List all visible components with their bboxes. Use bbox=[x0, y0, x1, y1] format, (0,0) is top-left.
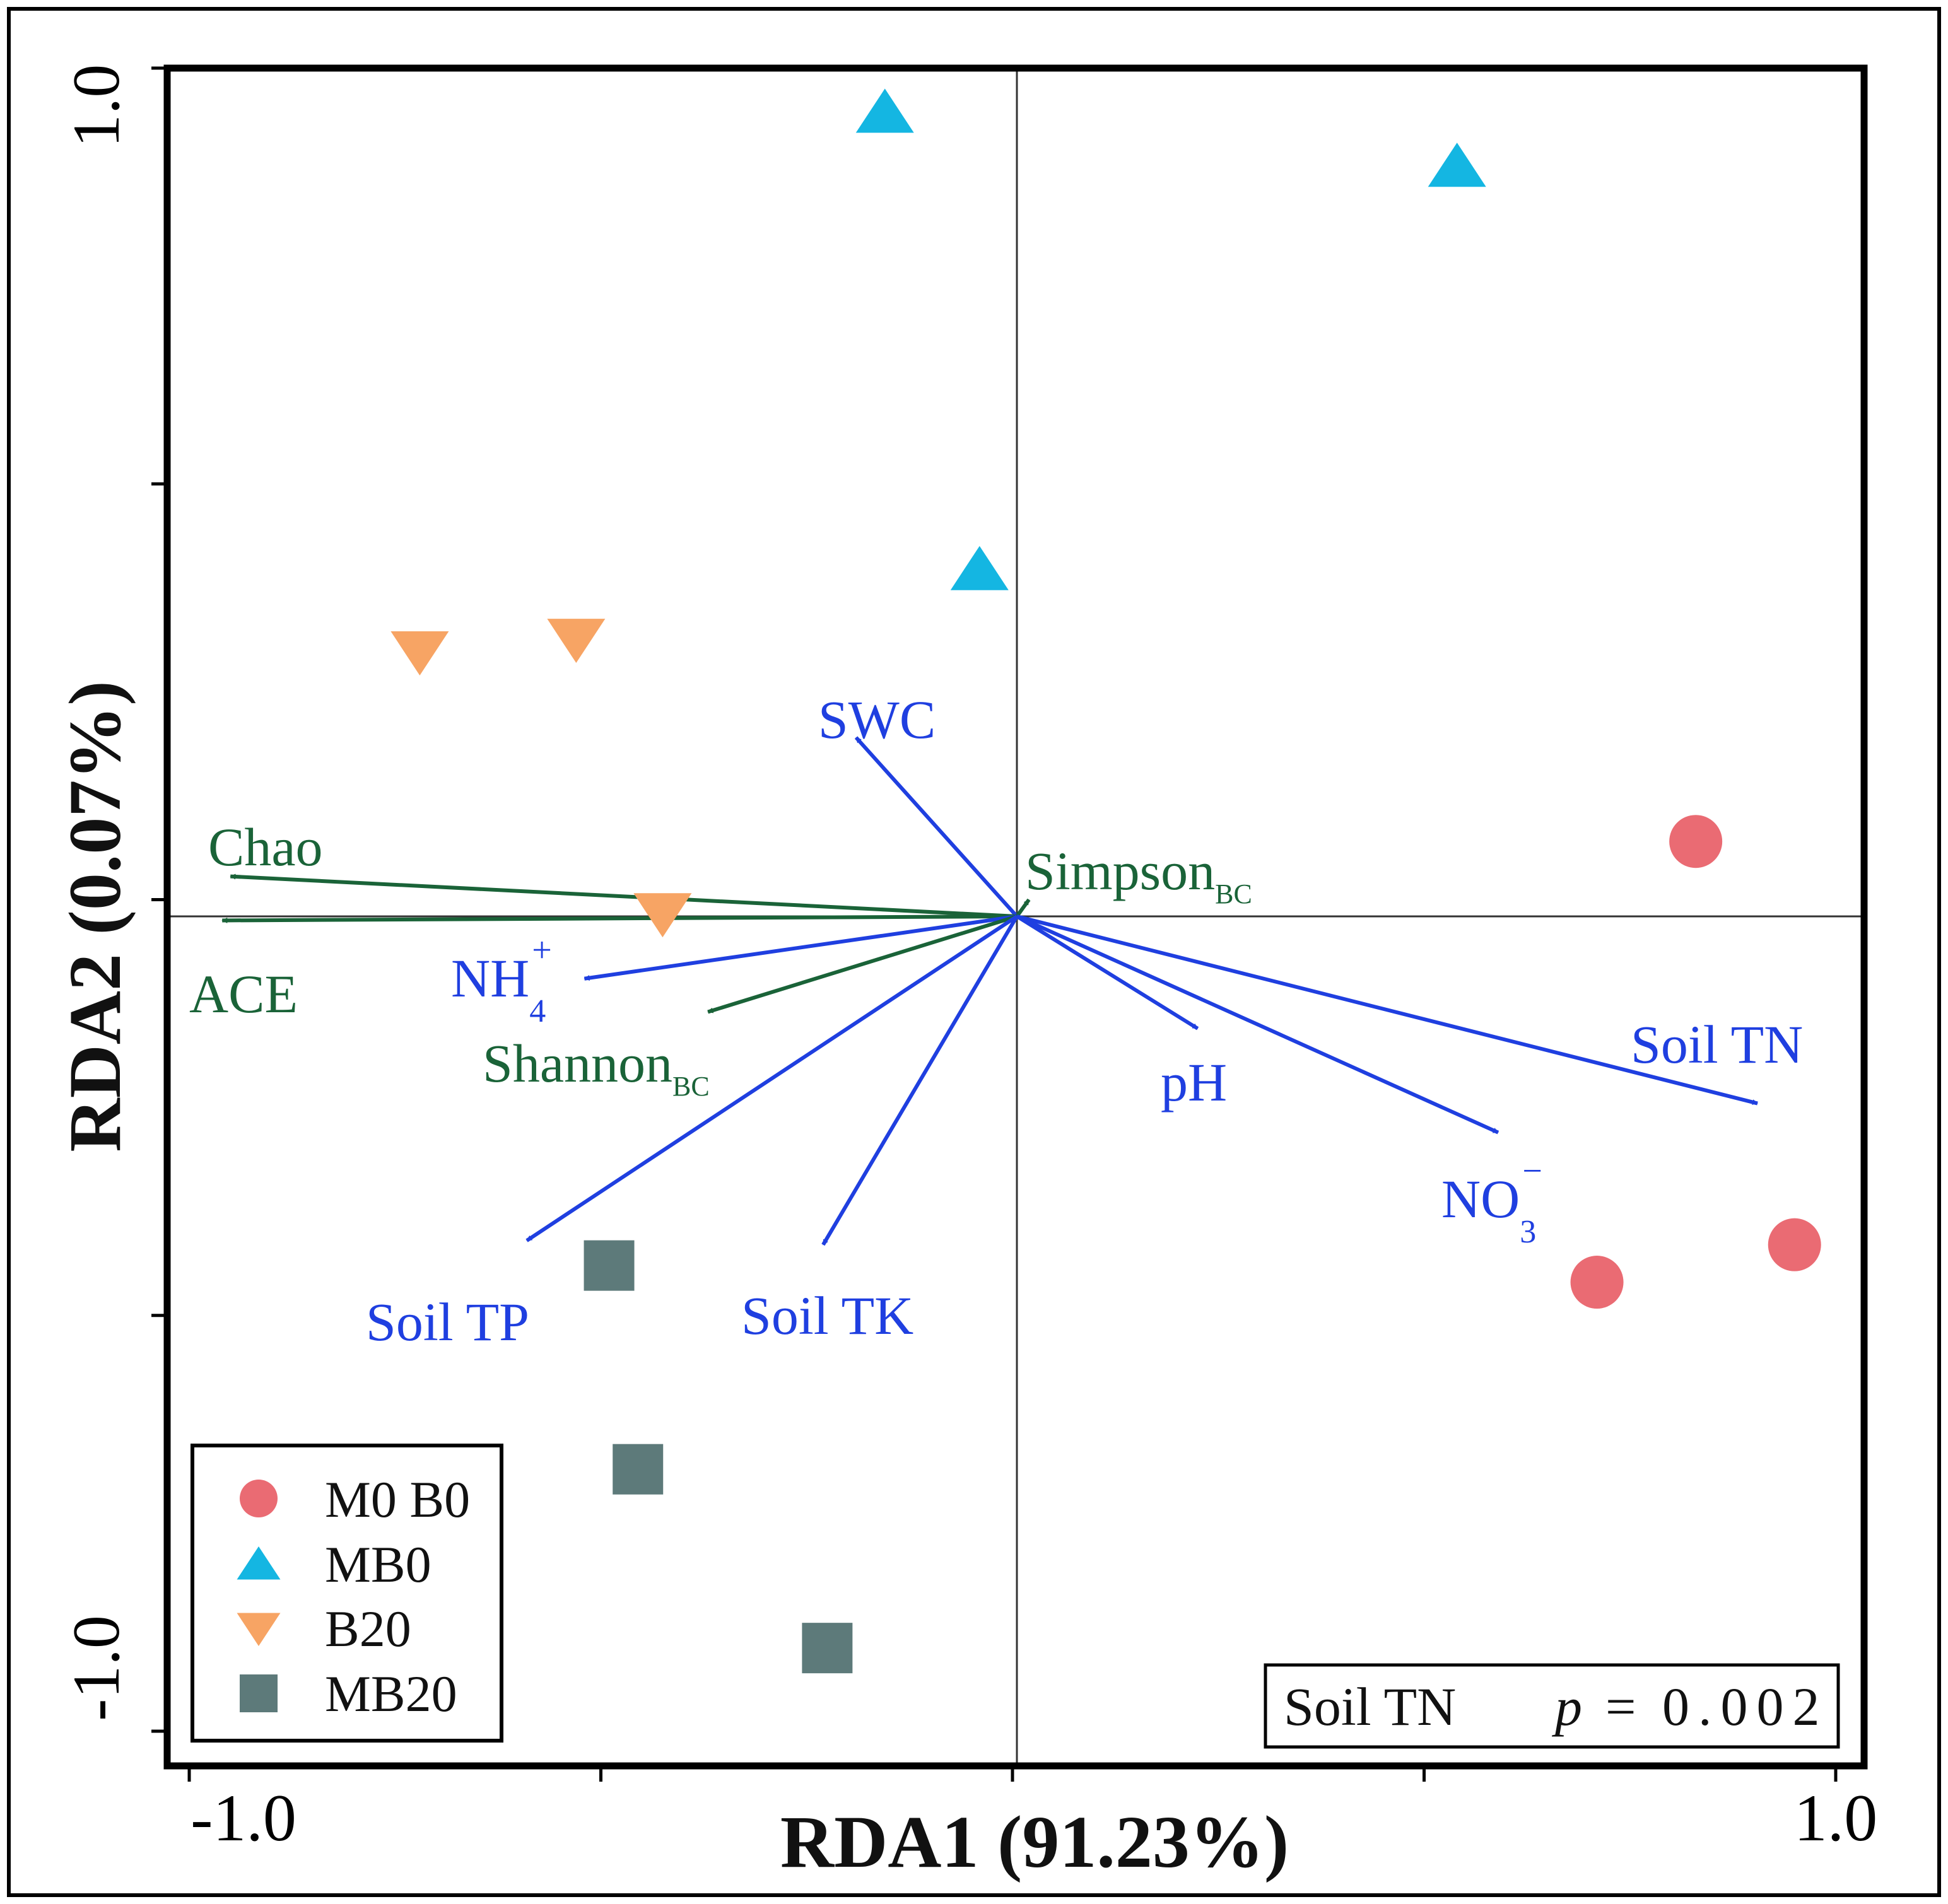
point-m0-b0-1 bbox=[1669, 815, 1723, 868]
vector-label-simpsonbc: SimpsonBC bbox=[1025, 841, 1252, 909]
vector-simpsonbc bbox=[1015, 898, 1031, 918]
legend-label-mb20: MB20 bbox=[325, 1665, 457, 1722]
point-mb0-3 bbox=[950, 546, 1009, 590]
vector-label-sub: BC bbox=[672, 1071, 710, 1102]
vector-ph bbox=[1016, 914, 1199, 1031]
annotation-box bbox=[1264, 1663, 1840, 1749]
vector-label-ph: pH bbox=[1161, 1052, 1227, 1113]
y-tick-label-max: 1.0 bbox=[59, 64, 133, 148]
legend-marker-b20 bbox=[237, 1613, 281, 1646]
vector-label-sup: + bbox=[532, 931, 552, 970]
vector-label-sub: 3 bbox=[1520, 1214, 1536, 1250]
vector-label-main: Shannon bbox=[483, 1033, 672, 1094]
vector-label-main: NO bbox=[1441, 1169, 1520, 1229]
vector-label-main: NH bbox=[451, 948, 529, 1008]
y-axis-title: RDA2 (0.07%) bbox=[54, 680, 136, 1152]
x-tick-label-max: 1.0 bbox=[1794, 1781, 1878, 1855]
y-tick-label-min: -1.0 bbox=[59, 1615, 133, 1721]
annotation-variable: Soil TN bbox=[1284, 1676, 1456, 1737]
point-m0-b0-2 bbox=[1570, 1256, 1624, 1309]
vector-label-main: Chao bbox=[208, 817, 323, 877]
significance-annotation: Soil TN p = 0.002 bbox=[1264, 1663, 1840, 1749]
x-axis-title: RDA1 (91.23%) bbox=[780, 1801, 1289, 1883]
legend-marker-m0b0 bbox=[240, 1480, 278, 1517]
point-mb20-3 bbox=[802, 1623, 853, 1674]
legend-marker-mb20 bbox=[240, 1674, 278, 1712]
vector-nh4 bbox=[584, 914, 1018, 981]
vector-label-main: Soil TN bbox=[1631, 1014, 1803, 1075]
vector-label-shannonbc: ShannonBC bbox=[483, 1033, 710, 1102]
vector-label-no3: NO3 − bbox=[1441, 1152, 1542, 1250]
vector-no3 bbox=[1016, 914, 1499, 1135]
plot-frame bbox=[163, 64, 1868, 1770]
vector-label-chao: Chao bbox=[208, 817, 323, 877]
point-b20-1 bbox=[390, 631, 449, 675]
vector-swc bbox=[854, 736, 1019, 918]
vector-soil-tp bbox=[525, 914, 1018, 1242]
figure-frame bbox=[7, 7, 1941, 1897]
vector-label-ace: ACE bbox=[189, 964, 298, 1024]
vector-label-soil-tk: Soil TK bbox=[741, 1285, 913, 1346]
point-mb0-1 bbox=[855, 88, 914, 133]
legend-label-m0b0: M0 B0 bbox=[325, 1471, 470, 1528]
vector-soil-tk bbox=[821, 915, 1019, 1246]
vector-label-sup: − bbox=[1522, 1152, 1542, 1191]
vector-label-main: Simpson bbox=[1025, 841, 1215, 901]
annotation-equals: = bbox=[1605, 1676, 1636, 1737]
point-m0-b0-3 bbox=[1768, 1218, 1821, 1271]
annotation-p-value: 0.002 bbox=[1662, 1676, 1829, 1737]
point-b20-2 bbox=[547, 619, 606, 663]
vector-label-soil-tn: Soil TN bbox=[1631, 1014, 1803, 1075]
legend-label-b20: B20 bbox=[325, 1600, 411, 1657]
vector-shannonbc bbox=[707, 914, 1018, 1014]
vector-label-main: pH bbox=[1161, 1052, 1227, 1113]
legend: M0 B0 MB0 B20 MB20 bbox=[191, 1444, 503, 1743]
vector-ace bbox=[221, 914, 1018, 923]
vector-label-sub: 4 bbox=[529, 993, 546, 1029]
vector-chao bbox=[230, 873, 1018, 918]
point-mb0-2 bbox=[1428, 143, 1486, 187]
vector-arrows bbox=[221, 736, 1758, 1246]
vector-label-main: Soil TK bbox=[741, 1285, 913, 1346]
point-mb20-2 bbox=[613, 1444, 664, 1495]
vector-label-swc: SWC bbox=[818, 689, 936, 750]
point-mb20-1 bbox=[584, 1240, 635, 1291]
annotation-text: Soil TN p = 0.002 bbox=[1284, 1676, 1829, 1737]
axis-ticks bbox=[151, 66, 1838, 1782]
vector-label-sub: BC bbox=[1215, 879, 1252, 909]
vector-label-soil-tp: Soil TP bbox=[366, 1292, 529, 1352]
vector-label-nh4: NH4 + bbox=[451, 931, 552, 1029]
sample-points bbox=[390, 88, 1821, 1674]
vector-label-main: ACE bbox=[189, 964, 298, 1024]
x-tick-label-min: -1.0 bbox=[191, 1781, 296, 1855]
annotation-p-symbol: p bbox=[1551, 1676, 1582, 1737]
vector-soil-tn bbox=[1016, 914, 1758, 1106]
vector-label-main: SWC bbox=[818, 689, 936, 750]
vector-label-main: Soil TP bbox=[366, 1292, 529, 1352]
legend-label-mb0: MB0 bbox=[325, 1536, 431, 1593]
point-b20-3 bbox=[633, 893, 692, 938]
legend-marker-mb0 bbox=[237, 1546, 281, 1580]
